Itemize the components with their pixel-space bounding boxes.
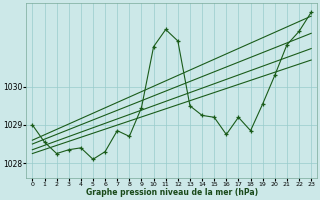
X-axis label: Graphe pression niveau de la mer (hPa): Graphe pression niveau de la mer (hPa) — [86, 188, 258, 197]
